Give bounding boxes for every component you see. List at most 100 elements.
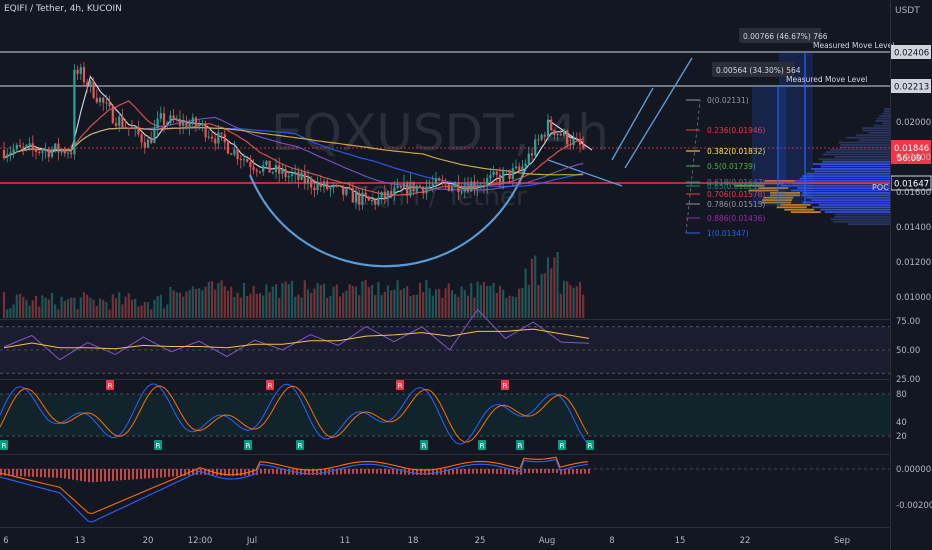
volume-bar	[57, 309, 60, 318]
candle-body	[108, 102, 111, 107]
volume-profile-bar	[784, 208, 815, 211]
volume-bar	[505, 297, 508, 318]
volume-profile-bar	[769, 194, 800, 197]
volume-bar	[290, 280, 294, 318]
candle-body	[310, 178, 313, 188]
stoch-signal-label: R	[298, 442, 303, 450]
volume-bar	[374, 295, 377, 318]
macd-histogram-bar	[220, 469, 222, 476]
stoch-signal-marker	[586, 440, 594, 450]
macd-histogram-bar	[332, 469, 334, 475]
stoch-signal-marker	[266, 380, 274, 390]
macd-histogram-bar	[16, 469, 18, 477]
volume-bar	[313, 288, 316, 318]
macd-histogram-bar	[556, 469, 558, 473]
macd-histogram-bar	[576, 469, 578, 474]
volume-bar	[278, 297, 281, 318]
candle-body	[556, 133, 559, 136]
time-tick-label: 18	[408, 536, 419, 546]
candle-body	[546, 119, 550, 137]
stoch-signal-label: R	[518, 442, 523, 450]
volume-bar	[556, 251, 559, 318]
macd-histogram-bar	[392, 469, 394, 475]
macd-histogram-bar	[48, 469, 50, 478]
volume-bar	[166, 304, 169, 318]
volume-bar	[249, 293, 252, 318]
volume-bar	[6, 309, 9, 318]
candle-body	[63, 149, 66, 154]
measured-move-zone	[752, 86, 786, 206]
macd-histogram-bar	[288, 469, 290, 475]
candle-body	[540, 134, 543, 140]
stoch-signal-marker	[420, 440, 428, 450]
candle-body	[489, 175, 492, 179]
volume-bar	[204, 286, 207, 318]
volume-bar	[511, 296, 514, 318]
candle-body	[450, 187, 454, 191]
macd-histogram-bar	[384, 469, 386, 474]
candle-body	[527, 153, 530, 164]
volume-bar	[348, 284, 351, 318]
volume-bar	[530, 258, 534, 318]
volume-bar	[393, 289, 396, 318]
volume-bar	[207, 281, 210, 318]
candle-body	[377, 197, 380, 205]
macd-histogram-bar	[60, 469, 62, 478]
candle-body	[31, 143, 34, 149]
volume-bar	[332, 286, 335, 318]
candle-body	[214, 138, 217, 144]
volume-profile-bar	[800, 194, 890, 197]
candle-body	[262, 165, 265, 172]
candle-body	[98, 97, 102, 103]
candle-body	[511, 168, 514, 179]
volume-bar	[303, 280, 306, 318]
macd-histogram-bar	[76, 469, 78, 481]
volume-bar	[470, 283, 473, 318]
macd-histogram-bar	[120, 469, 122, 481]
volume-bar	[156, 295, 159, 318]
candle-body	[566, 130, 569, 145]
volume-bar	[44, 297, 47, 318]
candle-body	[274, 164, 278, 173]
macd-histogram-bar	[128, 469, 130, 480]
candle-body	[460, 191, 463, 193]
candle-body	[569, 144, 572, 146]
macd-histogram-bar	[572, 469, 574, 475]
candle-body	[345, 187, 348, 195]
measured-move-box	[712, 62, 794, 77]
macd-histogram-bar	[272, 469, 274, 474]
candle-body	[322, 181, 326, 187]
macd-histogram-bar	[260, 469, 262, 474]
macd-histogram-bar	[420, 469, 422, 476]
macd-histogram-bar	[536, 469, 538, 474]
volume-profile-bar	[790, 211, 821, 213]
volume-profile-bar	[840, 144, 890, 146]
time-axis[interactable]: 6 13 20 12:00 Jul 11 18 25 Aug 8 15 22 Sep	[3, 536, 850, 546]
macd-histogram-bar	[352, 469, 354, 474]
macd-histogram-bar	[308, 469, 310, 476]
macd-histogram-bar	[168, 469, 170, 477]
volume-bar	[466, 295, 470, 318]
volume-bar	[223, 286, 226, 318]
price-level-label: 0.02213	[894, 83, 929, 93]
volume-bar	[566, 281, 569, 318]
volume-bar	[402, 288, 406, 318]
volume-bar	[409, 296, 412, 318]
fib-level-label: 0.886(0.01436)	[707, 214, 765, 223]
indicator-panes	[0, 319, 890, 528]
candle-body	[118, 116, 121, 126]
macd-histogram-bar	[368, 469, 370, 474]
time-tick-label: 22	[740, 536, 751, 546]
candle-body	[239, 159, 242, 161]
price-axis[interactable]: USDT 0.02000 0.01800 0.01600 0.01400 0.01200…	[890, 0, 932, 550]
volume-bar	[233, 297, 236, 318]
macd-histogram-bar	[24, 469, 26, 477]
volume-bar	[92, 299, 95, 318]
volume-bar	[146, 302, 150, 318]
volume-bar	[41, 295, 44, 318]
price-level-label: 0.01647	[894, 180, 929, 190]
volume-bar	[553, 257, 556, 318]
candle-body	[207, 136, 210, 138]
